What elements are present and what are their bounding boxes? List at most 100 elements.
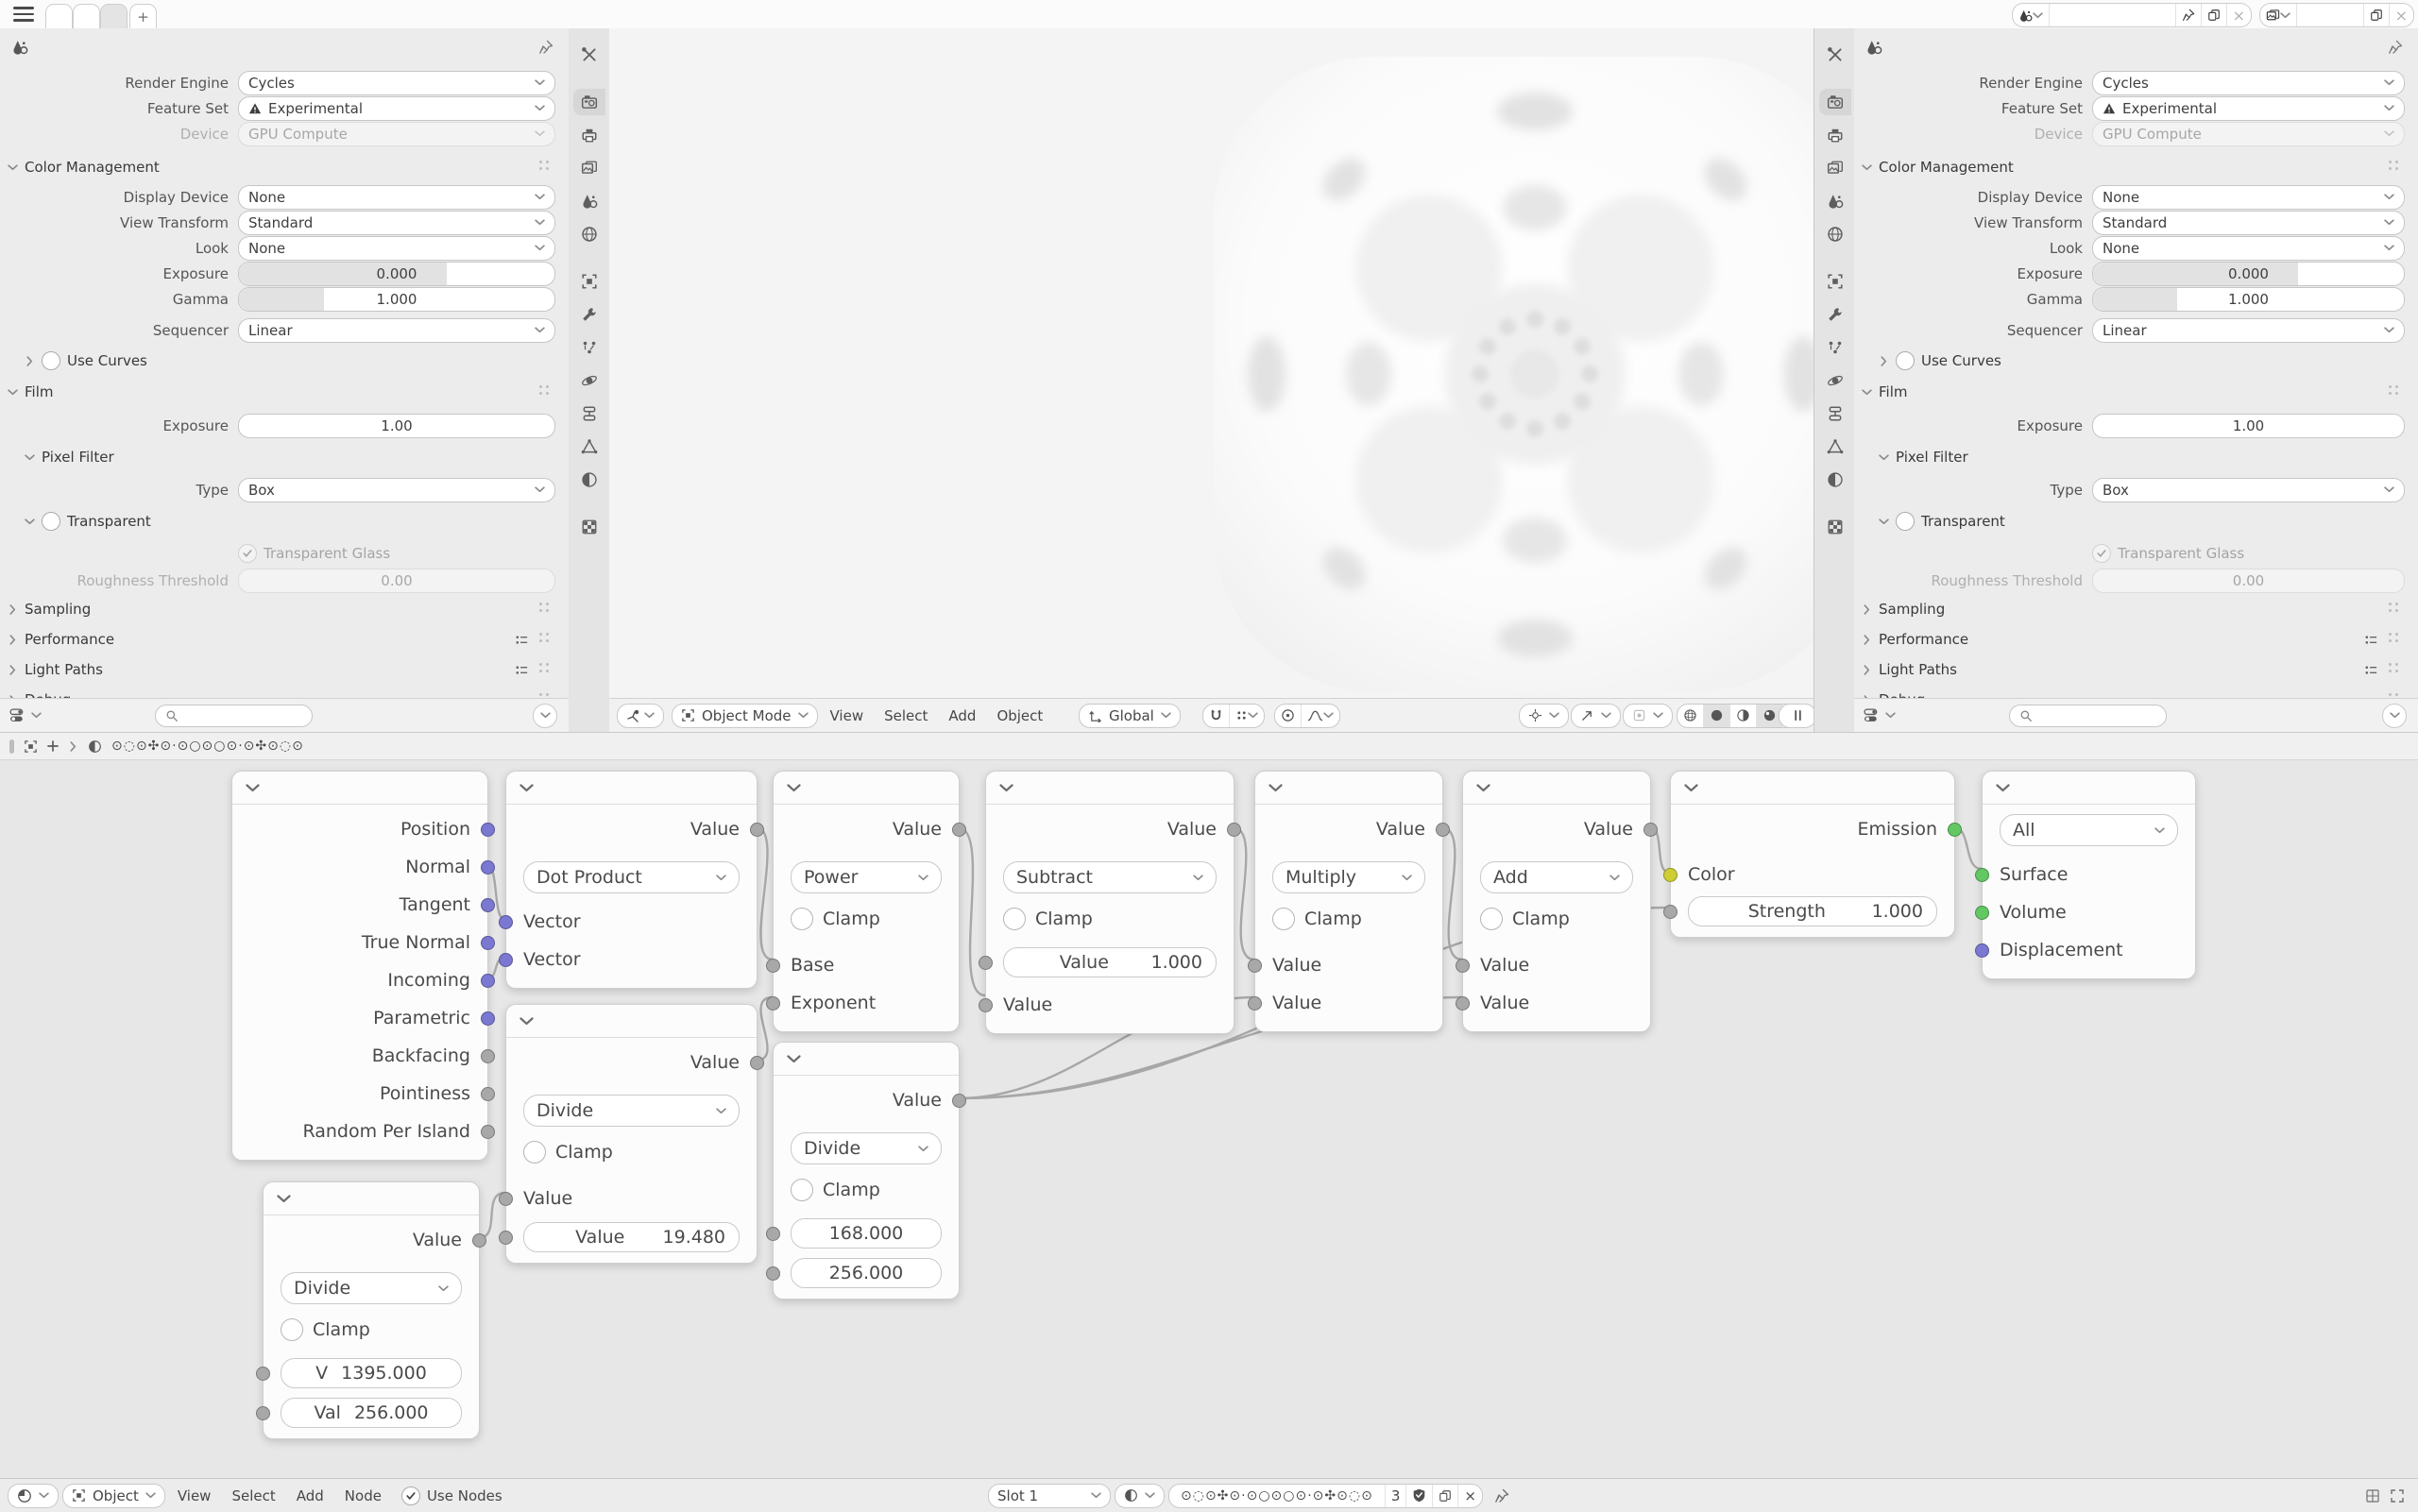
tab-material[interactable] xyxy=(573,467,605,493)
pin-icon[interactable] xyxy=(538,40,553,55)
socket-incoming-out[interactable] xyxy=(481,973,495,988)
shading-solid-button[interactable] xyxy=(1704,704,1730,727)
use-curves-checkbox[interactable] xyxy=(42,351,60,370)
transform-orientation-dropdown[interactable]: Global xyxy=(1079,703,1181,728)
socket-value-out[interactable] xyxy=(750,1055,764,1070)
tab-object-data[interactable] xyxy=(1819,433,1851,460)
options-button[interactable] xyxy=(2382,703,2407,728)
presets-icon[interactable] xyxy=(515,663,529,677)
tab-material[interactable] xyxy=(1819,467,1851,493)
socket-strength-in[interactable] xyxy=(1663,904,1677,919)
socket-vector-in[interactable] xyxy=(499,952,513,967)
search-input[interactable] xyxy=(155,704,313,727)
pixel-filter-type-dropdown[interactable]: Box xyxy=(2092,477,2405,502)
socket-value-in[interactable] xyxy=(1248,958,1262,973)
node-math-add[interactable]: Value Add Clamp Value Value xyxy=(1456,771,1658,1032)
material-browse-button[interactable] xyxy=(1115,1483,1165,1508)
tab-view-layer[interactable] xyxy=(1819,155,1851,181)
node-math-divide-3[interactable]: Value Divide Clamp V 1395.000 Val 256.000 xyxy=(256,1181,486,1439)
menu-add[interactable]: Add xyxy=(296,1487,324,1504)
material-name-field[interactable]: ⊙◌⊙✣⊙·⊙○⊙○⊙·⊙✣⊙◌⊙ xyxy=(1169,1484,1386,1507)
menu-view[interactable]: View xyxy=(177,1487,212,1504)
sequencer-dropdown[interactable]: Linear xyxy=(2092,317,2405,343)
shading-material-button[interactable] xyxy=(1730,704,1757,727)
socket-value-out[interactable] xyxy=(750,822,764,837)
options-button[interactable] xyxy=(533,703,557,728)
socket-value-in[interactable] xyxy=(256,1405,270,1420)
node-collapse-button[interactable] xyxy=(1983,772,2195,805)
operation-dropdown[interactable]: Divide xyxy=(791,1132,942,1164)
tab-physics[interactable] xyxy=(1819,367,1851,394)
socket-value-in[interactable] xyxy=(1456,958,1470,973)
section-color-management[interactable]: Color Management xyxy=(1862,157,2014,178)
filter-toggle-button[interactable] xyxy=(9,708,42,722)
socket-value-in[interactable] xyxy=(1248,995,1262,1011)
socket-value-in[interactable] xyxy=(979,997,993,1012)
tab-output[interactable] xyxy=(573,122,605,148)
clamp-checkbox[interactable] xyxy=(523,1141,546,1164)
value-field[interactable]: Value 19.480 xyxy=(523,1222,740,1252)
presets-icon[interactable] xyxy=(515,633,529,647)
copy-material-button[interactable] xyxy=(1433,1484,1459,1507)
presets-icon[interactable] xyxy=(2364,663,2378,677)
scene-browse-button[interactable] xyxy=(2013,4,2050,26)
clamp-checkbox[interactable] xyxy=(791,1179,813,1201)
socket-base-in[interactable] xyxy=(766,958,780,973)
socket-parametric-out[interactable] xyxy=(481,1011,495,1026)
tab-scene[interactable] xyxy=(1819,188,1851,214)
feature-set-dropdown[interactable]: Experimental xyxy=(2092,95,2405,121)
value-field[interactable]: Val 256.000 xyxy=(281,1398,462,1428)
tab-world[interactable] xyxy=(1819,221,1851,247)
socket-value-in[interactable] xyxy=(499,1191,513,1206)
gamma-slider[interactable]: 1.000 xyxy=(2092,286,2405,312)
grid-icon[interactable] xyxy=(2365,1488,2380,1504)
operation-dropdown[interactable]: Add xyxy=(1480,861,1633,893)
node-collapse-button[interactable] xyxy=(232,772,487,805)
node-material-output[interactable]: All Surface Volume Displacement xyxy=(1975,771,2196,979)
workspace-tab-1[interactable] xyxy=(45,4,73,29)
socket-value-out[interactable] xyxy=(952,822,966,837)
tab-tool[interactable] xyxy=(573,42,605,68)
socket-emission-out[interactable] xyxy=(1948,822,1962,837)
node-collapse-button[interactable] xyxy=(774,772,959,805)
socket-exponent-in[interactable] xyxy=(766,995,780,1011)
socket-random-per-island-out[interactable] xyxy=(481,1124,495,1139)
transparent-checkbox[interactable] xyxy=(42,512,60,531)
operation-dropdown[interactable]: Divide xyxy=(281,1272,462,1304)
tab-output[interactable] xyxy=(1819,122,1851,148)
material-slot-dropdown[interactable]: Slot 1 xyxy=(988,1483,1111,1508)
subsection-pixel-filter[interactable]: Pixel Filter xyxy=(25,447,114,467)
app-menu-icon[interactable] xyxy=(13,7,34,22)
socket-color-in[interactable] xyxy=(1663,867,1677,882)
view-transform-dropdown[interactable]: Standard xyxy=(238,210,555,235)
node-math-multiply[interactable]: Value Multiply Clamp Value Value xyxy=(1248,771,1450,1032)
clamp-checkbox[interactable] xyxy=(1003,908,1026,930)
display-device-dropdown[interactable]: None xyxy=(2092,184,2405,210)
subsection-transparent[interactable]: Transparent xyxy=(1879,511,2005,532)
node-math-divide-1[interactable]: Value Divide Clamp Value Value 19.480 xyxy=(499,1004,764,1264)
socket-value-out[interactable] xyxy=(1643,822,1658,837)
node-math-divide-2[interactable]: Value Divide Clamp 168.000 256.000 xyxy=(766,1042,966,1300)
clamp-checkbox[interactable] xyxy=(281,1318,303,1341)
render-engine-dropdown[interactable]: Cycles xyxy=(238,70,555,95)
node-collapse-button[interactable] xyxy=(986,772,1234,805)
value-field[interactable]: 168.000 xyxy=(791,1218,942,1249)
use-curves-checkbox[interactable] xyxy=(1896,351,1915,370)
drag-handle-icon[interactable] xyxy=(2389,385,2401,398)
tab-object[interactable] xyxy=(1819,268,1851,295)
socket-value-out[interactable] xyxy=(1227,822,1241,837)
look-dropdown[interactable]: None xyxy=(238,235,555,261)
gamma-slider[interactable]: 1.000 xyxy=(238,286,555,312)
feature-set-dropdown[interactable]: Experimental xyxy=(238,95,555,121)
presets-icon[interactable] xyxy=(2364,633,2378,647)
view-layer-browse-button[interactable] xyxy=(2260,4,2297,26)
value-field[interactable]: 256.000 xyxy=(791,1258,942,1288)
socket-value-out[interactable] xyxy=(1436,822,1450,837)
node-collapse-button[interactable] xyxy=(1463,772,1650,805)
section-light-paths[interactable]: Light Paths xyxy=(1862,659,1957,680)
drag-handle-icon[interactable] xyxy=(539,161,552,173)
view-layer-name-field[interactable] xyxy=(2297,4,2364,26)
tab-physics[interactable] xyxy=(573,367,605,394)
tab-object[interactable] xyxy=(573,268,605,295)
cm-exposure-slider[interactable]: 0.000 xyxy=(2092,261,2405,286)
